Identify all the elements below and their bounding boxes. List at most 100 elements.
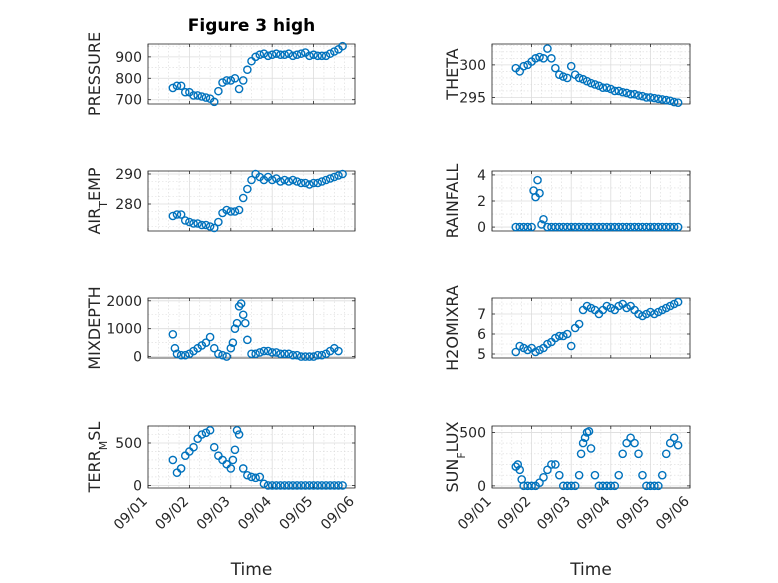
data-point xyxy=(669,433,679,443)
data-point xyxy=(321,481,331,490)
data-point xyxy=(574,319,584,329)
data-point xyxy=(218,78,227,87)
data-point xyxy=(214,451,223,461)
data-point xyxy=(230,73,240,83)
data-point xyxy=(263,481,273,490)
data-point xyxy=(226,207,236,216)
data-point xyxy=(329,47,339,56)
data-point xyxy=(586,222,596,232)
x-axis-label: Time xyxy=(569,560,612,580)
y-tick-label: 7 xyxy=(477,307,486,323)
data-point xyxy=(243,335,252,345)
data-point xyxy=(539,214,548,224)
data-point xyxy=(226,343,236,353)
data-point xyxy=(209,223,219,233)
data-point xyxy=(657,222,667,232)
data-point xyxy=(255,50,265,60)
data-point xyxy=(622,438,631,448)
data-point xyxy=(586,78,596,88)
data-point xyxy=(646,222,655,232)
data-point xyxy=(209,343,219,353)
data-point xyxy=(602,222,612,232)
data-point xyxy=(172,349,182,359)
data-point xyxy=(230,445,240,455)
data-point xyxy=(209,97,219,107)
data-point xyxy=(234,430,244,439)
data-point xyxy=(280,50,289,60)
data-point xyxy=(197,92,207,101)
data-point xyxy=(176,210,186,219)
data-point xyxy=(180,451,190,461)
data-point xyxy=(189,442,198,452)
data-point xyxy=(642,481,651,491)
data-point xyxy=(539,54,548,63)
panel-rainfall: 0 2 4 RAINFALL xyxy=(443,164,691,238)
data-point xyxy=(238,76,248,85)
data-point xyxy=(292,50,302,60)
y-axis-label: THETA xyxy=(443,48,462,100)
x-axis-label: Time xyxy=(230,560,273,580)
data-point xyxy=(614,470,624,480)
data-point xyxy=(313,51,323,61)
data-point xyxy=(543,465,552,475)
panel-pressure: 700 800 900 PRESSURE Figure 3 high xyxy=(85,16,356,116)
data-point xyxy=(280,349,289,359)
data-point xyxy=(566,341,576,351)
data-point xyxy=(280,481,289,490)
data-point xyxy=(582,222,592,232)
data-point xyxy=(292,350,302,360)
data-point xyxy=(515,222,525,232)
x-tick-label: 09/02 xyxy=(495,494,535,534)
data-point xyxy=(576,449,586,459)
data-point xyxy=(547,54,556,63)
data-point xyxy=(555,470,564,480)
data-point xyxy=(650,222,659,232)
data-point xyxy=(527,481,536,491)
data-point xyxy=(654,481,663,491)
data-point xyxy=(543,44,552,53)
data-point xyxy=(669,97,679,107)
y-tick-label: 0 xyxy=(133,478,142,494)
x-tick-label: 09/05 xyxy=(277,494,317,534)
data-point xyxy=(657,95,667,104)
data-point xyxy=(634,91,643,100)
x-tick-label: 09/04 xyxy=(574,493,614,533)
data-point xyxy=(646,481,655,491)
data-point xyxy=(321,51,331,61)
data-point xyxy=(305,481,314,490)
data-point xyxy=(259,479,269,489)
data-point xyxy=(222,76,231,85)
data-point xyxy=(580,433,590,443)
data-point xyxy=(650,481,659,491)
data-point xyxy=(533,175,542,185)
data-point xyxy=(180,87,190,97)
data-point xyxy=(334,346,343,356)
figure-title: Figure 3 high xyxy=(188,16,316,36)
axis-box xyxy=(491,43,691,105)
data-point xyxy=(614,86,624,96)
data-point xyxy=(334,481,343,490)
data-point xyxy=(288,175,298,185)
data-point xyxy=(562,481,572,491)
data-point xyxy=(309,481,318,490)
data-point xyxy=(232,425,242,435)
x-tick-label: 09/04 xyxy=(235,493,275,533)
data-point xyxy=(610,481,620,491)
y-axis-label: H2OMIXRA xyxy=(443,285,462,371)
data-point xyxy=(638,222,647,232)
data-point xyxy=(626,433,635,443)
x-tick-label: 09/06 xyxy=(653,493,693,533)
data-point xyxy=(232,318,242,328)
data-point xyxy=(172,210,182,219)
data-point xyxy=(558,72,568,81)
data-point xyxy=(578,222,588,232)
data-point xyxy=(325,49,335,58)
data-point xyxy=(602,481,612,491)
data-point xyxy=(661,222,671,232)
data-point xyxy=(519,61,528,71)
data-point xyxy=(638,470,647,480)
data-point xyxy=(296,481,306,490)
data-point xyxy=(168,455,178,465)
data-point xyxy=(230,207,240,216)
